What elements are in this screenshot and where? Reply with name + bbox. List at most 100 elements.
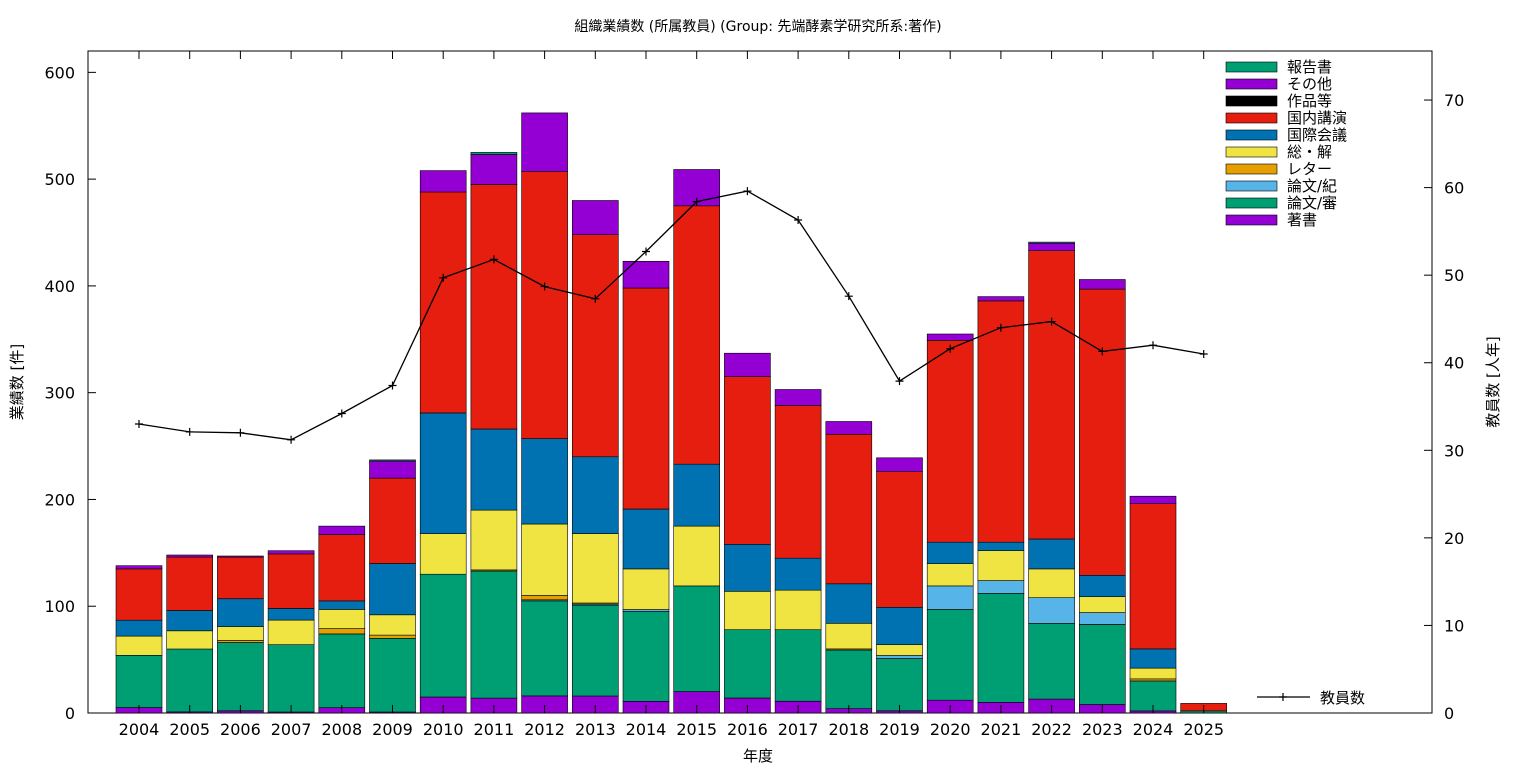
x-tick-label: 2021 bbox=[981, 720, 1022, 739]
line-point-2016 bbox=[743, 187, 752, 196]
legend-label: 論文/紀 bbox=[1287, 177, 1337, 195]
bar-segment-2019-4 bbox=[876, 644, 923, 656]
line-point-2017 bbox=[794, 216, 803, 225]
bar-segment-2019-2 bbox=[876, 654, 923, 659]
bar-segment-2004-6 bbox=[115, 568, 163, 621]
bars-layer bbox=[115, 112, 1227, 714]
bar-segment-2005-6 bbox=[166, 556, 213, 611]
bar-segment-2018-6 bbox=[825, 433, 873, 585]
line-point-2021 bbox=[996, 323, 1005, 332]
bar-segment-2008-6 bbox=[318, 534, 366, 602]
bar-segment-2013-5 bbox=[571, 456, 619, 534]
bar-segment-2024-4 bbox=[1129, 667, 1177, 680]
line-point-2023 bbox=[1098, 347, 1107, 356]
x-tick-label: 2005 bbox=[169, 720, 210, 739]
bar-segment-2005-4 bbox=[166, 630, 213, 650]
y2-tick-label: 40 bbox=[1444, 354, 1464, 373]
legend-swatch bbox=[1225, 129, 1278, 141]
bar-segment-2016-4 bbox=[724, 590, 771, 630]
legend-line-label: 教員数 bbox=[1320, 689, 1365, 707]
x-tick-label: 2015 bbox=[676, 720, 717, 739]
bar-segment-2014-1 bbox=[622, 611, 670, 702]
bar-segment-2009-3 bbox=[369, 634, 416, 639]
x-tick-label: 2011 bbox=[474, 720, 515, 739]
bar-segment-2022-8 bbox=[1028, 242, 1075, 251]
bar-segment-2010-8 bbox=[419, 170, 467, 193]
bar-segment-2022-2 bbox=[1028, 597, 1075, 624]
y2-tick-label: 20 bbox=[1444, 529, 1464, 548]
bar-segment-2011-6 bbox=[470, 184, 518, 430]
bar-segment-2009-1 bbox=[369, 637, 416, 713]
x-tick-label: 2019 bbox=[879, 720, 920, 739]
bar-segment-2013-1 bbox=[571, 604, 619, 697]
line-point-2022 bbox=[1047, 317, 1056, 326]
bar-segment-2010-5 bbox=[419, 412, 467, 534]
line-point-2014 bbox=[642, 247, 650, 256]
bar-segment-2022-9 bbox=[1028, 241, 1075, 244]
line-point-2010 bbox=[439, 273, 448, 282]
line-point-2004 bbox=[135, 420, 143, 429]
bar-segment-2015-6 bbox=[673, 205, 721, 465]
faculty-count-line bbox=[138, 190, 1204, 441]
legend-swatch bbox=[1225, 112, 1278, 124]
bar-segment-2017-6 bbox=[774, 405, 822, 559]
bar-segment-2006-3 bbox=[217, 640, 264, 643]
bar-segment-2009-4 bbox=[369, 614, 416, 636]
bar-segment-2021-2 bbox=[977, 580, 1025, 594]
bar-segment-2008-4 bbox=[318, 609, 366, 629]
bar-segment-2013-4 bbox=[571, 533, 619, 604]
bar-segment-2006-8 bbox=[217, 555, 264, 558]
bar-segment-2018-4 bbox=[825, 622, 873, 650]
bar-segment-2011-8 bbox=[470, 154, 518, 185]
bar-segment-2012-1 bbox=[521, 600, 568, 697]
bar-segment-2021-5 bbox=[977, 541, 1025, 552]
line-point-2020 bbox=[946, 344, 955, 353]
bar-segment-2016-8 bbox=[724, 352, 771, 378]
legend-swatch bbox=[1225, 163, 1278, 175]
x-tick-label: 2017 bbox=[778, 720, 819, 739]
y-tick-label: 300 bbox=[44, 384, 75, 403]
bar-segment-2011-4 bbox=[470, 509, 518, 571]
bar-segment-2004-5 bbox=[115, 619, 163, 637]
legend-label: その他 bbox=[1287, 75, 1332, 93]
line-point-2012 bbox=[540, 282, 549, 291]
legend-label: 国際会議 bbox=[1287, 126, 1347, 144]
y2-tick-label: 10 bbox=[1444, 616, 1464, 635]
bar-segment-2019-1 bbox=[876, 658, 923, 712]
bar-segment-2005-8 bbox=[166, 554, 213, 558]
legend-swatch bbox=[1225, 180, 1278, 192]
y2-tick-label: 0 bbox=[1444, 704, 1454, 723]
x-tick-label: 2016 bbox=[727, 720, 768, 739]
bar-segment-2004-4 bbox=[115, 635, 163, 656]
bar-segment-2019-8 bbox=[876, 457, 923, 472]
chart-title: 組織業績数 (所属教員) (Group: 先端酵素学研究所系:著作) bbox=[574, 19, 941, 35]
legend-label: 論文/審 bbox=[1287, 194, 1337, 212]
x-axis: 2004 2005 2006 2007 2008 2009 2010 2011 2012 2013… bbox=[119, 51, 1224, 739]
legend-label: レター bbox=[1287, 160, 1332, 178]
legend-swatch bbox=[1225, 78, 1278, 90]
x-tick-label: 2007 bbox=[271, 720, 312, 739]
x-tick-label: 2025 bbox=[1183, 720, 1224, 739]
legend-swatch bbox=[1225, 95, 1278, 107]
bar-segment-2006-5 bbox=[217, 598, 264, 627]
x-tick-label: 2020 bbox=[930, 720, 971, 739]
bar-segment-2017-1 bbox=[774, 629, 822, 702]
y-axis-right: 0 10 20 30 40 50 60 70 bbox=[1424, 91, 1464, 723]
bar-segment-2012-5 bbox=[521, 438, 568, 525]
bar-segment-2015-4 bbox=[673, 525, 721, 587]
bar-segment-2020-4 bbox=[926, 563, 974, 587]
y2-tick-label: 70 bbox=[1444, 91, 1464, 110]
bar-segment-2023-8 bbox=[1079, 279, 1126, 290]
bar-segment-2005-1 bbox=[166, 648, 213, 713]
legend-line-marker bbox=[1279, 693, 1287, 701]
bar-segment-2015-1 bbox=[673, 585, 721, 692]
bar-segment-2010-1 bbox=[419, 573, 467, 698]
bar-segment-2018-1 bbox=[825, 649, 873, 710]
x-tick-label: 2018 bbox=[828, 720, 869, 739]
bar-segment-2016-1 bbox=[724, 629, 771, 699]
x-tick-label: 2024 bbox=[1133, 720, 1174, 739]
bar-segment-2020-5 bbox=[926, 541, 974, 564]
x-tick-label: 2008 bbox=[321, 720, 362, 739]
